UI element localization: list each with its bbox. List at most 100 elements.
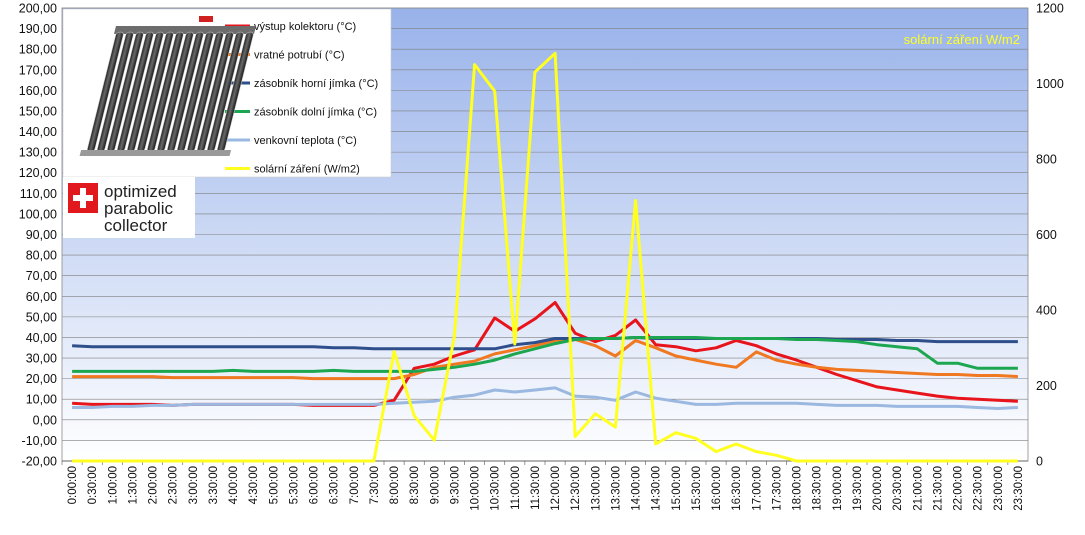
y-left-tick-label: 110,00	[20, 187, 57, 201]
x-tick-label: 23:00:00	[993, 466, 1005, 511]
legend-label: venkovní teplota (°C)	[254, 135, 357, 147]
y-left-tick-label: 190,00	[19, 22, 57, 36]
y-left-tick-label: 70,00	[26, 269, 57, 283]
y-left-tick-label: 100,00	[19, 207, 57, 221]
y-left-axis: -20,00 -10,00 0,00 10,00 20,00 30,00 40,00 50,0…	[19, 2, 57, 469]
x-tick-label: 23:30:00	[1013, 466, 1025, 511]
x-tick-label: 20:00:00	[872, 466, 884, 511]
y-left-tick-label: 200,00	[19, 2, 57, 16]
x-tick-label: 12:30:00	[570, 466, 582, 511]
x-tick-label: 9:00:00	[429, 466, 441, 504]
logo: optimized parabolic collector	[63, 177, 195, 238]
x-tick-label: 19:00:00	[832, 466, 844, 511]
x-tick-label: 6:30:00	[329, 466, 341, 504]
x-tick-label: 7:00:00	[349, 466, 361, 504]
y-right-tick-label: 1000	[1036, 77, 1064, 91]
x-tick-label: 0:00:00	[67, 466, 79, 504]
x-tick-label: 13:00:00	[590, 466, 602, 511]
x-tick-label: 1:00:00	[107, 466, 119, 504]
y-right-tick-label: 200	[1036, 379, 1057, 393]
x-tick-label: 16:30:00	[731, 466, 743, 511]
x-tick-label: 14:30:00	[651, 466, 663, 511]
x-tick-label: 10:00:00	[470, 466, 482, 511]
y-left-tick-label: 60,00	[26, 290, 57, 304]
y-left-tick-label: 40,00	[26, 331, 57, 345]
x-tick-label: 14:00:00	[631, 466, 643, 511]
series-line-1	[72, 338, 1018, 381]
solar-radiation-annotation: solární záření W/m2	[904, 32, 1020, 47]
y-left-tick-label: 130,00	[19, 146, 57, 160]
x-tick-label: 17:30:00	[771, 466, 783, 511]
legend-label: zásobník horní jímka (°C)	[254, 78, 378, 90]
x-tick-label: 8:30:00	[409, 466, 421, 504]
y-right-tick-label: 800	[1036, 153, 1057, 167]
y-left-tick-label: 180,00	[19, 43, 57, 57]
y-left-tick-label: 30,00	[26, 352, 57, 366]
x-tick-label: 21:00:00	[912, 466, 924, 511]
series-line-5	[72, 51, 1018, 463]
y-left-tick-label: 50,00	[26, 310, 57, 324]
y-right-tick-label: 600	[1036, 228, 1057, 242]
x-tick-label: 18:00:00	[792, 466, 804, 511]
logo-line-2: parabolic	[104, 199, 173, 218]
solar-collector-image	[79, 16, 257, 156]
x-tick-label: 1:30:00	[127, 466, 139, 504]
x-tick-label: 10:30:00	[490, 466, 502, 511]
y-left-tick-label: 90,00	[26, 228, 57, 242]
y-left-tick-label: 170,00	[19, 63, 57, 77]
x-tick-label: 0:30:00	[87, 466, 99, 504]
y-left-tick-label: -10,00	[22, 434, 57, 448]
series-lines	[72, 51, 1018, 463]
y-left-tick-label: 10,00	[26, 393, 57, 407]
legend-label: zásobník dolní jímka (°C)	[254, 107, 377, 119]
y-left-tick-label: 150,00	[19, 104, 57, 118]
x-tick-label: 9:30:00	[449, 466, 461, 504]
y-right-tick-label: 0	[1036, 455, 1043, 469]
series-line-4	[72, 386, 1018, 410]
x-tick-label: 5:30:00	[288, 466, 300, 504]
logo-line-1: optimized	[104, 182, 177, 201]
x-tick-label: 15:00:00	[671, 466, 683, 511]
x-tick-label: 3:00:00	[188, 466, 200, 504]
legend-label: vratné potrubí (°C)	[254, 50, 345, 62]
series-line-3	[72, 336, 1018, 373]
x-tick-label: 4:00:00	[228, 466, 240, 504]
y-right-tick-label: 400	[1036, 304, 1057, 318]
x-tick-label: 11:30:00	[530, 466, 542, 510]
x-tick-label: 16:00:00	[711, 466, 723, 511]
x-tick-label: 3:30:00	[208, 466, 220, 504]
y-left-tick-label: -20,00	[22, 455, 57, 469]
logo-line-3: collector	[104, 216, 168, 235]
x-tick-label: 2:30:00	[168, 466, 180, 504]
x-tick-label: 12:00:00	[550, 466, 562, 511]
x-tick-label: 8:00:00	[389, 466, 401, 504]
x-tick-label: 18:30:00	[812, 466, 824, 511]
x-tick-label: 5:00:00	[268, 466, 280, 504]
y-left-tick-label: 140,00	[19, 125, 57, 139]
x-tick-label: 11:00:00	[510, 466, 522, 510]
x-tick-label: 20:30:00	[892, 466, 904, 511]
x-tick-label: 2:00:00	[148, 466, 160, 504]
legend-label: výstup kolektoru (°C)	[254, 21, 356, 33]
x-tick-label: 22:00:00	[953, 466, 965, 511]
x-tick-label: 21:30:00	[932, 466, 944, 511]
legend-label: solární záření (W/m2)	[254, 164, 360, 176]
grid-lines	[62, 7, 1028, 462]
y-right-axis: 0 200 400 600 800 1000 1200	[1036, 2, 1064, 469]
x-tick-label: 4:30:00	[248, 466, 260, 504]
y-right-tick-label: 1200	[1036, 2, 1064, 16]
x-tick-label: 22:30:00	[973, 466, 985, 511]
x-tick-label: 6:00:00	[309, 466, 321, 504]
x-tick-label: 13:30:00	[610, 466, 622, 511]
y-left-tick-label: 20,00	[26, 372, 57, 386]
x-tick-label: 7:30:00	[369, 466, 381, 504]
y-left-tick-label: 0,00	[33, 413, 57, 427]
x-tick-label: 19:30:00	[852, 466, 864, 511]
y-left-tick-label: 80,00	[26, 249, 57, 263]
x-tick-label: 17:00:00	[751, 466, 763, 511]
y-left-tick-label: 120,00	[19, 166, 57, 180]
x-axis: 0:00:00 0:30:00 1:00:00 1:30:00 2:00:00 2:30:…	[61, 460, 1028, 511]
x-tick-label: 15:30:00	[691, 466, 703, 511]
y-left-tick-label: 160,00	[19, 84, 57, 98]
